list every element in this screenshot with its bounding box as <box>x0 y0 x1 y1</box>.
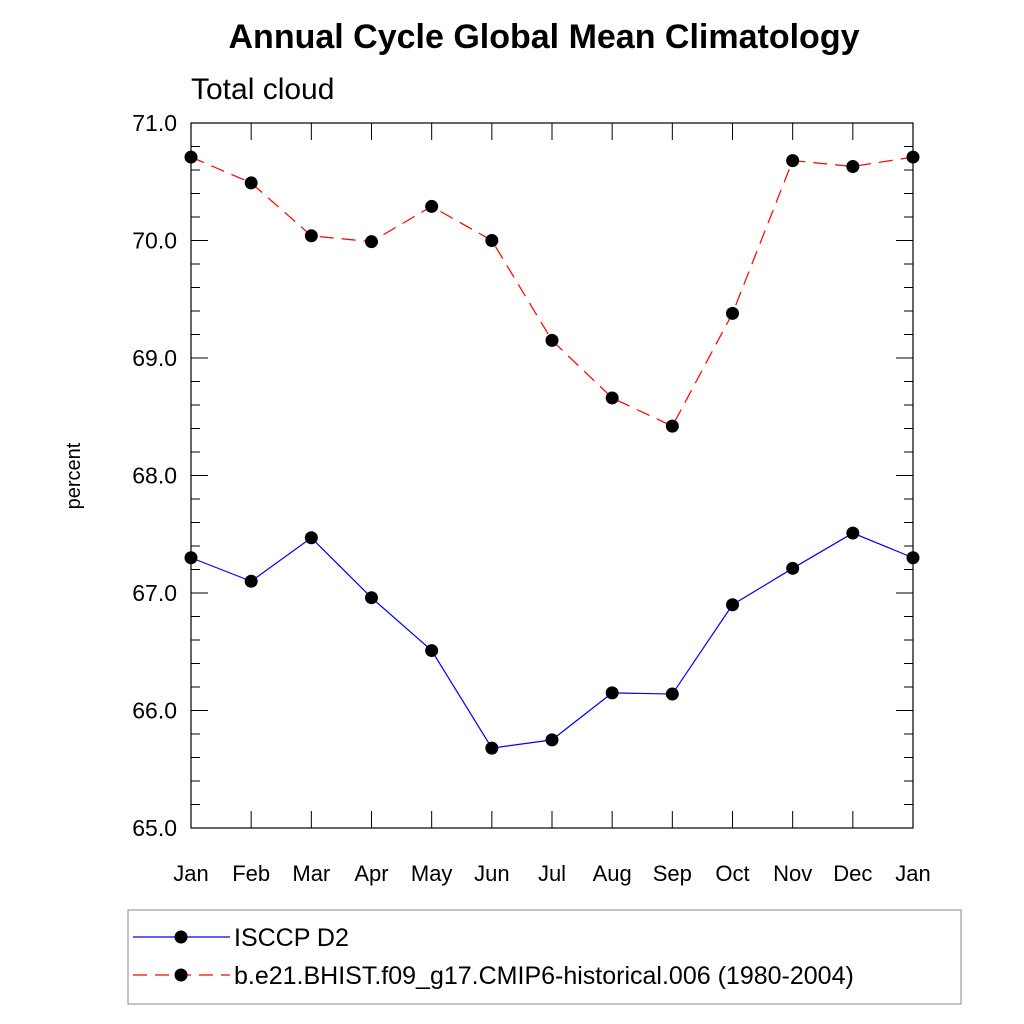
x-tick-label: Feb <box>232 861 270 886</box>
x-tick-label: Jan <box>895 861 930 886</box>
x-tick-label: May <box>411 861 453 886</box>
legend-items: ISCCP D2 b.e21.BHIST.f09_g17.CMIP6-histor… <box>133 924 854 990</box>
y-tick-label: 66.0 <box>132 698 177 724</box>
series-2-point <box>846 159 860 173</box>
series-2-point <box>244 176 258 190</box>
series-1-point <box>605 686 619 700</box>
legend-marker-2 <box>174 968 188 982</box>
y-tick-label: 65.0 <box>132 815 177 841</box>
x-tick-label: Mar <box>292 861 330 886</box>
series-2-point <box>365 235 378 249</box>
series-1-point <box>846 526 860 540</box>
y-axis-label: percent <box>63 442 85 509</box>
y-tick-label: 70.0 <box>132 228 177 254</box>
plot-frame <box>190 122 914 829</box>
y-tick-label: 71.0 <box>132 110 177 136</box>
series-2-point <box>726 306 739 320</box>
x-tick-labels: Jan Feb Mar Apr May Jun Jul Aug Sep Oct Nov Dec Jan <box>173 861 930 886</box>
series-2-point <box>485 234 499 247</box>
series-2-point <box>304 229 318 243</box>
axis-ticks <box>190 122 914 829</box>
x-tick-label: Sep <box>653 861 692 886</box>
series-1-point <box>365 591 378 605</box>
series-line-2 <box>190 156 914 427</box>
x-tick-label: Jul <box>538 861 566 886</box>
series-1-point <box>545 733 559 747</box>
x-tick-label: Jun <box>474 861 509 886</box>
legend: ISCCP D2 b.e21.BHIST.f09_g17.CMIP6-histor… <box>127 909 962 1005</box>
legend-label-1: ISCCP D2 <box>234 924 349 952</box>
y-tick-label: 69.0 <box>132 345 177 371</box>
chart-subtitle: Total cloud <box>191 73 334 106</box>
series-1-point <box>485 741 499 755</box>
series-2-point <box>665 419 679 433</box>
series-line-1 <box>190 532 914 749</box>
y-tick-labels: 65.0 66.0 67.0 68.0 69.0 70.0 71.0 <box>132 110 177 841</box>
y-tick-label: 68.0 <box>132 463 177 489</box>
series-2-point <box>786 154 800 168</box>
series-1-point <box>244 574 258 588</box>
x-tick-label: Aug <box>593 861 632 886</box>
x-tick-label: Dec <box>833 861 872 886</box>
series-1-point <box>425 644 439 658</box>
series-1-point <box>304 531 318 545</box>
x-tick-label: Nov <box>773 861 812 886</box>
series-2-point <box>425 199 439 213</box>
series-1-point <box>786 561 800 575</box>
x-tick-label: Oct <box>715 861 749 886</box>
series-2-point <box>545 333 559 347</box>
legend-label-2: b.e21.BHIST.f09_g17.CMIP6-historical.006… <box>234 962 854 990</box>
plot-series <box>184 150 920 755</box>
series-1-point <box>665 687 679 701</box>
legend-marker-1 <box>174 930 188 944</box>
y-tick-label: 67.0 <box>132 580 177 606</box>
legend-box <box>127 909 962 1005</box>
series-2-point <box>605 391 619 405</box>
x-tick-label: Apr <box>354 861 388 886</box>
x-tick-label: Jan <box>173 861 208 886</box>
series-1-point <box>726 598 739 612</box>
chart-title: Annual Cycle Global Mean Climatology <box>229 18 860 56</box>
